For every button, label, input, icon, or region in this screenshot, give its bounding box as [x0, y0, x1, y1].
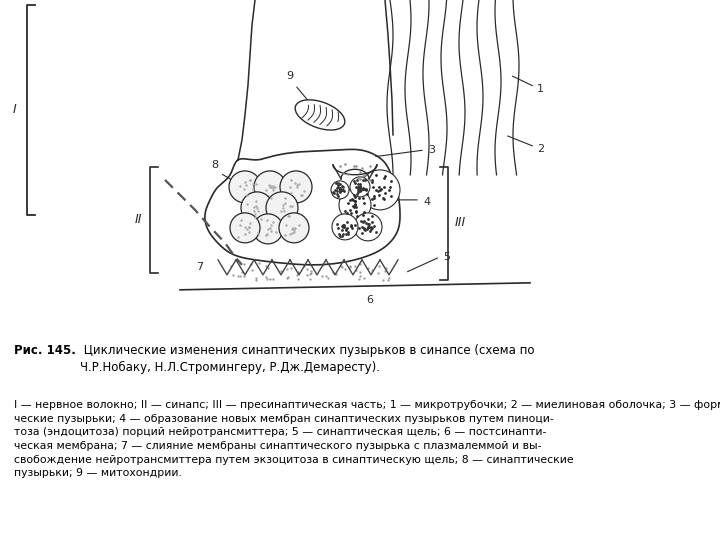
- Text: 9: 9: [287, 71, 294, 81]
- Circle shape: [332, 214, 358, 240]
- Circle shape: [266, 192, 298, 224]
- Circle shape: [354, 213, 382, 241]
- Text: 2: 2: [537, 144, 544, 154]
- Text: 8: 8: [212, 160, 219, 170]
- Text: 5: 5: [443, 252, 450, 262]
- Text: 4: 4: [423, 197, 430, 207]
- Circle shape: [254, 171, 286, 203]
- Circle shape: [331, 181, 349, 199]
- Circle shape: [339, 189, 371, 221]
- Text: I — нервное волокно; II — синапс; III — пресинаптическая часть; 1 — микротрубочк: I — нервное волокно; II — синапс; III — …: [14, 400, 720, 478]
- Circle shape: [229, 171, 261, 203]
- Text: III: III: [454, 217, 466, 230]
- Circle shape: [360, 170, 400, 210]
- Text: 1: 1: [537, 84, 544, 94]
- Text: 7: 7: [197, 262, 204, 272]
- Text: I: I: [13, 104, 17, 117]
- Ellipse shape: [295, 100, 345, 130]
- Text: Рис. 145.: Рис. 145.: [14, 344, 76, 357]
- Circle shape: [279, 213, 309, 243]
- Circle shape: [241, 192, 273, 224]
- Text: 6: 6: [366, 295, 374, 305]
- Text: II: II: [134, 213, 142, 226]
- Circle shape: [253, 214, 283, 244]
- Circle shape: [280, 171, 312, 203]
- Circle shape: [350, 177, 370, 197]
- Circle shape: [230, 213, 260, 243]
- Text: 3: 3: [428, 145, 435, 155]
- Text: Циклические изменения синаптических пузырьков в синапсе (схема по
Ч.Р.Нобаку, Н.: Циклические изменения синаптических пузы…: [80, 344, 534, 374]
